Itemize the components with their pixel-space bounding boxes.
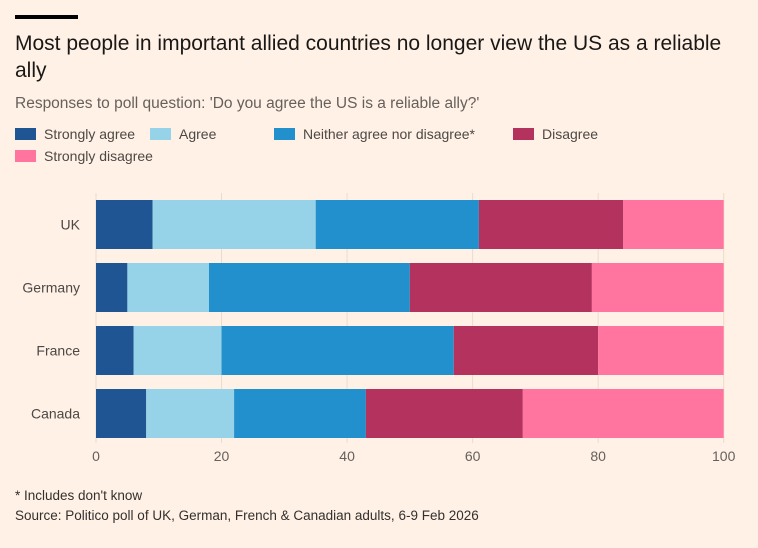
bar-segment [96,263,128,312]
chart-title: Most people in important allied countrie… [15,32,722,82]
bar-segment [221,326,454,375]
y-category-label: France [36,343,80,359]
bar-segment [623,200,724,249]
legend-swatch [150,128,171,140]
bar-segment [96,389,147,438]
legend-label: Strongly disagree [44,148,153,164]
bar-segment [234,389,366,438]
legend-label: Agree [179,126,217,142]
source: Source: Politico poll of UK, German, Fre… [15,508,479,523]
legend-label: Strongly agree [44,126,136,142]
legend-item: Neither agree nor disagree* [274,126,475,142]
bar-segment [152,200,316,249]
legend-label: Disagree [542,126,599,142]
x-tick-label: 20 [214,448,230,464]
bar-segment [146,389,235,438]
legend-item: Agree [150,126,216,142]
bar-segment [208,263,410,312]
bar-segment [478,200,624,249]
x-tick-label: 60 [465,448,481,464]
bar-segment [96,326,134,375]
x-tick-label: 0 [92,448,100,464]
header-rule [15,15,78,19]
x-tick-label: 40 [339,448,355,464]
bar-segment [133,326,222,375]
x-tick-label: 80 [590,448,606,464]
legend-item: Disagree [513,126,598,142]
bar-segment [315,200,479,249]
bar-segment [598,326,724,375]
chart-subtitle: Responses to poll question: 'Do you agre… [15,95,480,112]
bar-segment [591,263,724,312]
legend-swatch [274,128,295,140]
bar-segment [127,263,209,312]
bar-segment [453,326,599,375]
footnote: * Includes don't know [15,488,143,503]
x-tick-label: 100 [712,448,736,464]
legend-item: Strongly disagree [15,148,153,164]
bar-segment [96,200,153,249]
y-category-label: UK [61,217,81,233]
legend-swatch [15,128,36,140]
y-category-label: Canada [31,406,80,422]
bar-segment [522,389,724,438]
bar-segment [365,389,523,438]
legend-swatch [15,150,36,162]
legend-swatch [513,128,534,140]
legend-item: Strongly agree [15,126,135,142]
bar-segment [409,263,592,312]
y-category-label: Germany [22,280,80,296]
legend-label: Neither agree nor disagree* [303,126,475,142]
